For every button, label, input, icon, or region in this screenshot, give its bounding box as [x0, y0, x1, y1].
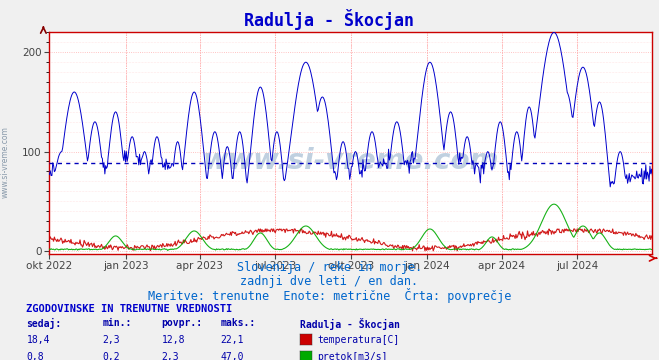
Text: Radulja - Škocjan: Radulja - Škocjan: [244, 9, 415, 30]
Text: 22,1: 22,1: [221, 335, 244, 345]
Text: www.si-vreme.com: www.si-vreme.com: [1, 126, 10, 198]
Text: 0,8: 0,8: [26, 352, 44, 360]
Text: min.:: min.:: [102, 318, 132, 328]
Text: zadnji dve leti / en dan.: zadnji dve leti / en dan.: [241, 275, 418, 288]
Text: 2,3: 2,3: [102, 335, 120, 345]
Text: Meritve: trenutne  Enote: metrične  Črta: povprečje: Meritve: trenutne Enote: metrične Črta: …: [148, 288, 511, 303]
Text: 12,8: 12,8: [161, 335, 185, 345]
Text: ZGODOVINSKE IN TRENUTNE VREDNOSTI: ZGODOVINSKE IN TRENUTNE VREDNOSTI: [26, 304, 233, 314]
Text: 18,4: 18,4: [26, 335, 50, 345]
Text: maks.:: maks.:: [221, 318, 256, 328]
Text: pretok[m3/s]: pretok[m3/s]: [317, 352, 387, 360]
Text: Slovenija / reke in morje.: Slovenija / reke in morje.: [237, 261, 422, 274]
Text: www.si-vreme.com: www.si-vreme.com: [203, 147, 499, 175]
Text: 2,3: 2,3: [161, 352, 179, 360]
Text: povpr.:: povpr.:: [161, 318, 202, 328]
Text: 47,0: 47,0: [221, 352, 244, 360]
Text: sedaj:: sedaj:: [26, 318, 61, 329]
Text: Radulja - Škocjan: Radulja - Škocjan: [300, 318, 400, 330]
Text: temperatura[C]: temperatura[C]: [317, 335, 399, 345]
Text: 0,2: 0,2: [102, 352, 120, 360]
